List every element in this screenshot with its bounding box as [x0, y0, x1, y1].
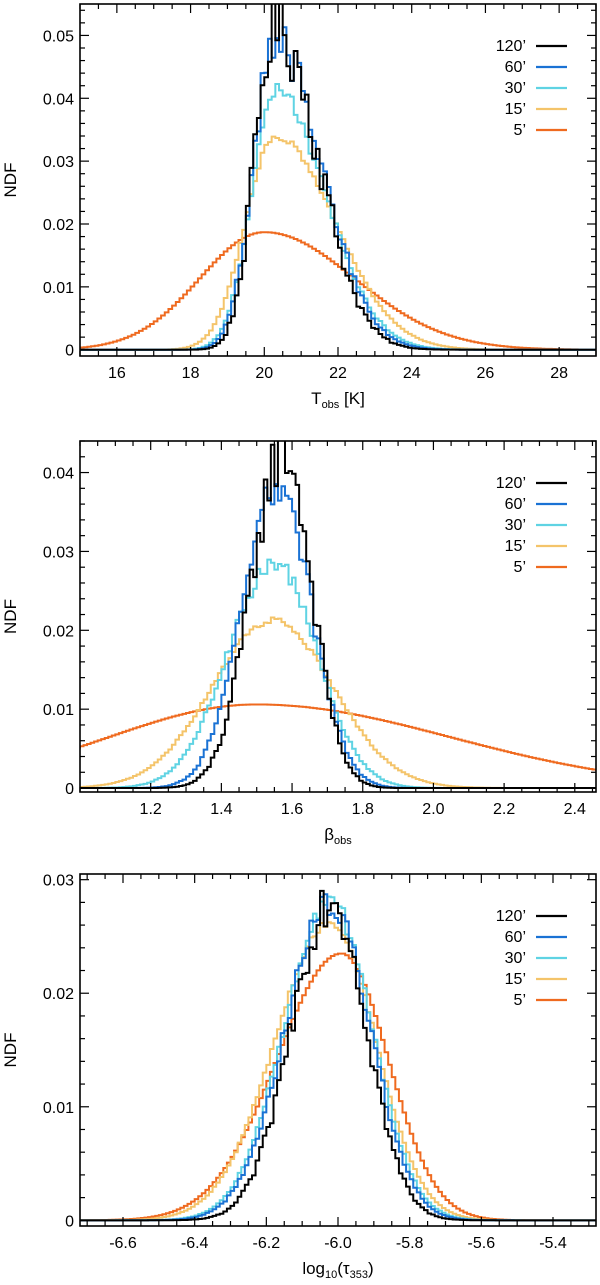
x-tick-label: 1.6 — [281, 801, 303, 818]
y-tick-label: 0.03 — [43, 154, 74, 171]
y-axis-label: NDF — [1, 1033, 20, 1068]
x-tick-label: 2.2 — [493, 801, 515, 818]
x-tick-label: 1.2 — [140, 801, 162, 818]
legend: 120’ 60’ 30’ 15’ 5’ — [496, 475, 567, 576]
series-group — [80, 4, 596, 351]
x-tick-label: 18 — [182, 365, 200, 382]
y-tick-label: 0.01 — [43, 280, 74, 297]
x-tick-label: 2.4 — [564, 801, 586, 818]
y-tick-label: 0 — [65, 781, 74, 798]
legend-label: 60’ — [505, 929, 526, 946]
y-tick-label: 0.03 — [43, 873, 74, 890]
x-tick-label: 26 — [477, 365, 495, 382]
x-tick-label: 1.4 — [210, 801, 232, 818]
x-tick-label: 24 — [403, 365, 421, 382]
legend: 120’ 60’ 30’ 15’ 5’ — [496, 908, 567, 1009]
legend-label: 120’ — [496, 475, 526, 492]
legend: 120’ 60’ 30’ 15’ 5’ — [496, 38, 567, 139]
y-axis-label: NDF — [1, 163, 20, 198]
series-group — [80, 889, 596, 1222]
legend-label: 120’ — [496, 908, 526, 925]
series-line-1 — [80, 4, 596, 351]
y-axis-label: NDF — [1, 599, 20, 634]
legend-label: 30’ — [505, 950, 526, 967]
legend-label: 15’ — [505, 971, 526, 988]
chart-panel-1: 16 18 20 22 24 26 28 0 0.01 0.02 0.03 0.04 0.05 NDF To… — [1, 3, 597, 411]
series-line-5 — [80, 703, 596, 772]
chart-panel-2: 1.2 1.4 1.6 1.8 2.0 2.2 2.4 0 0.01 0.02 0.03 0.04 ND… — [1, 440, 597, 847]
y-tick-label: 0.04 — [43, 91, 74, 108]
plot-frame — [79, 440, 597, 793]
x-tick-label: 1.8 — [352, 801, 374, 818]
y-tick-label: 0.01 — [43, 1100, 74, 1117]
x-axis-label: βobs — [324, 825, 352, 847]
series-line-4 — [80, 616, 596, 790]
legend-label: 5’ — [514, 122, 526, 139]
y-tick-label: 0 — [65, 343, 74, 360]
x-tick-label: -6.6 — [109, 1235, 137, 1252]
legend-label: 60’ — [505, 59, 526, 76]
chart-panel-3: -6.6 -6.4 -6.2 -6.0 -5.8 -5.6 -5.4 0 0.01 0.02 0.0… — [1, 873, 597, 1281]
y-tick-label: 0.02 — [43, 217, 74, 234]
legend-label: 5’ — [514, 559, 526, 576]
y-tick-label: 0.04 — [43, 466, 74, 483]
x-tick-label: 28 — [550, 365, 568, 382]
y-tick-label: 0.03 — [43, 544, 74, 561]
x-axis-label: Tobs [K] — [311, 389, 365, 411]
series-line-1 — [80, 889, 596, 1222]
x-tick-label: -5.8 — [396, 1235, 424, 1252]
legend-label: 120’ — [496, 38, 526, 55]
legend-label: 30’ — [505, 80, 526, 97]
x-tick-label: -6.0 — [324, 1235, 352, 1252]
legend-label: 30’ — [505, 517, 526, 534]
x-tick-label: -5.6 — [468, 1235, 496, 1252]
y-tick-label: 0.01 — [43, 702, 74, 719]
legend-label: 15’ — [505, 538, 526, 555]
legend-label: 60’ — [505, 496, 526, 513]
y-tick-label: 0 — [65, 1213, 74, 1230]
x-axis-label: log10(τ353) — [302, 1259, 373, 1281]
x-tick-label: -6.4 — [181, 1235, 209, 1252]
x-tick-label: 16 — [108, 365, 126, 382]
plot-frame — [79, 3, 597, 357]
x-tick-label: -5.4 — [539, 1235, 567, 1252]
series-line-5 — [80, 231, 596, 351]
y-tick-label: 0.05 — [43, 28, 74, 45]
x-tick-label: 22 — [329, 365, 347, 382]
x-tick-label: 2.0 — [422, 801, 444, 818]
legend-label: 15’ — [505, 101, 526, 118]
y-tick-label: 0.02 — [43, 623, 74, 640]
y-tick-label: 0.02 — [43, 986, 74, 1003]
legend-label: 5’ — [514, 992, 526, 1009]
x-tick-label: 20 — [255, 365, 273, 382]
x-tick-label: -6.2 — [253, 1235, 281, 1252]
